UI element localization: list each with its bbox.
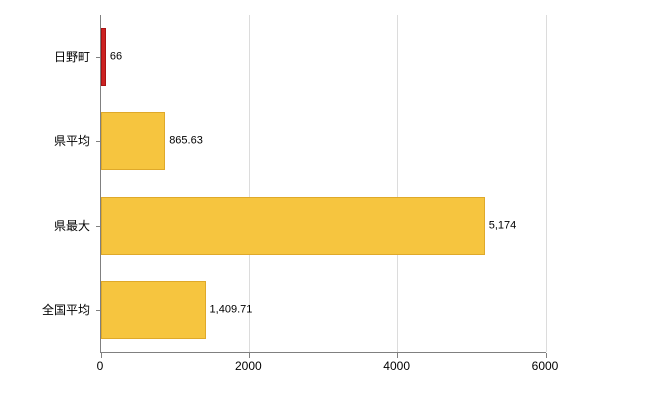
y-axis-tick xyxy=(96,225,100,227)
bar-value-label: 1,409.71 xyxy=(209,303,253,316)
bar xyxy=(101,196,485,255)
category-label: 県平均 xyxy=(53,134,90,149)
x-tick-label: 0 xyxy=(96,359,104,373)
y-axis-labels: 日野町県平均県最大全国平均 xyxy=(0,15,90,352)
plot-area: 66 865.63 5,174 1,409.71 xyxy=(96,15,547,358)
bar xyxy=(101,112,166,171)
bar-value-label: 865.63 xyxy=(169,134,203,147)
x-tick-label: 6000 xyxy=(531,359,559,373)
bar xyxy=(101,28,106,87)
gridline xyxy=(248,15,250,352)
x-tick-label: 4000 xyxy=(383,359,411,373)
gridline xyxy=(397,15,399,352)
y-axis-tick xyxy=(96,309,100,311)
x-tick-label: 2000 xyxy=(234,359,262,373)
bar-value-label: 5,174 xyxy=(488,219,517,232)
gridline xyxy=(545,15,547,352)
y-axis-tick xyxy=(96,57,100,59)
x-axis-tick xyxy=(397,353,399,358)
x-axis-tick xyxy=(100,353,102,358)
y-axis-tick xyxy=(96,141,100,143)
category-label: 全国平均 xyxy=(41,302,90,317)
category-label: 県最大 xyxy=(53,218,90,233)
bar-value-label: 66 xyxy=(109,50,123,63)
bar xyxy=(101,280,206,339)
x-axis-tick xyxy=(248,353,250,358)
category-label: 日野町 xyxy=(53,50,90,65)
x-axis-tick xyxy=(545,353,547,358)
